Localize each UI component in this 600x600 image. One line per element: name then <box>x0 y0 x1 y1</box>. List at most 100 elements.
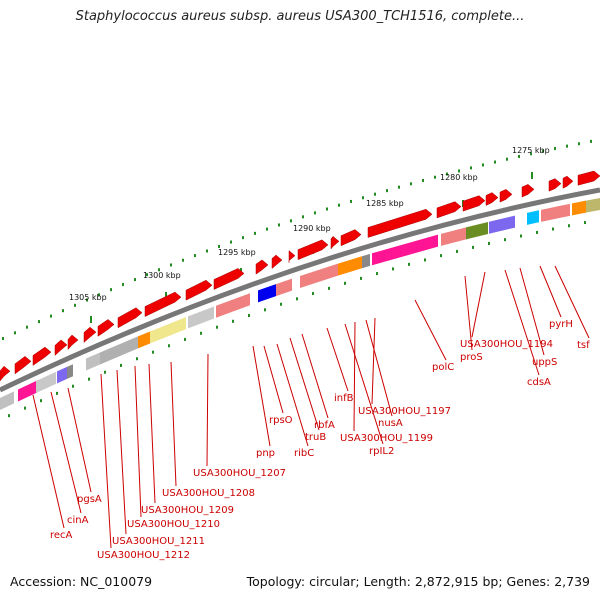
label-line <box>289 337 320 431</box>
tick-minor <box>518 154 520 158</box>
tick-minor <box>338 203 340 207</box>
gene-label: tsf <box>577 340 590 351</box>
tick-minor <box>440 254 442 258</box>
label-line <box>100 373 112 549</box>
tick-minor <box>456 249 458 253</box>
ruler-label: 1300 kbp <box>143 271 181 280</box>
tick-minor <box>554 147 556 151</box>
tick-minor <box>590 139 592 143</box>
gene-features <box>0 170 600 410</box>
tick-minor <box>542 149 544 153</box>
gene-arrow <box>32 346 52 366</box>
gene-block <box>489 215 515 234</box>
ruler-label: 1285 kbp <box>366 199 404 208</box>
tick-marks <box>2 139 592 418</box>
tick-minor <box>184 337 186 341</box>
tick-minor <box>360 276 362 280</box>
gene-label: rpsO <box>269 415 293 426</box>
tick-minor <box>434 175 436 179</box>
tick-minor <box>38 320 40 324</box>
gene-arrow <box>577 170 600 186</box>
gene-arrow <box>83 326 97 343</box>
gene-arrow <box>462 195 486 212</box>
gene-block <box>258 284 276 303</box>
gene-label: rbfA <box>314 420 335 431</box>
gene-arrow <box>54 339 68 356</box>
gene-block <box>466 221 488 240</box>
tick-minor <box>232 319 234 323</box>
label-line <box>50 391 82 514</box>
genome-stats: Topology: circular; Length: 2,872,915 bp… <box>246 574 590 589</box>
gene-label: USA300HOU_1209 <box>141 505 234 516</box>
tick-minor <box>194 254 196 258</box>
gene-label: USA300HOU_1211 <box>112 536 205 547</box>
tick-minor <box>134 278 136 282</box>
label-line <box>326 327 349 392</box>
gene-arrow <box>0 365 11 382</box>
tick-minor <box>578 142 580 146</box>
gene-block <box>276 278 292 297</box>
gene-block <box>216 293 250 318</box>
gene-label: USA300HOU_1197 <box>358 406 451 417</box>
tick-minor <box>86 298 88 302</box>
tick-minor <box>200 331 202 335</box>
tick-minor <box>376 272 378 276</box>
tick-minor <box>8 414 10 418</box>
gene-label: ribC <box>294 448 314 459</box>
genome-backbone <box>0 187 600 393</box>
tick-minor <box>296 297 298 301</box>
tick-minor <box>50 314 52 318</box>
gene-arrow <box>271 254 283 270</box>
gene-block <box>338 256 362 276</box>
tick-minor <box>392 267 394 271</box>
tick-minor <box>472 245 474 249</box>
tick-minor <box>24 406 26 410</box>
gene-block <box>300 263 338 288</box>
tick-major <box>90 316 92 323</box>
label-line <box>365 319 393 417</box>
tick-minor <box>326 207 328 211</box>
gene-arrow <box>521 184 535 198</box>
label-line <box>414 299 447 361</box>
gene-arrow <box>97 319 115 337</box>
gene-block <box>86 352 100 371</box>
gene-block <box>541 206 557 222</box>
tick-minor <box>568 224 570 228</box>
gene-arrow <box>255 259 269 275</box>
label-line <box>134 365 142 518</box>
ruler-label: 1305 kbp <box>69 293 107 302</box>
gene-block <box>138 331 150 349</box>
label-line <box>148 363 156 504</box>
tick-minor <box>506 157 508 161</box>
gene-arrow <box>117 307 143 329</box>
label-line <box>170 361 177 487</box>
tick-minor <box>312 292 314 296</box>
ruler-label: 1295 kbp <box>218 248 256 257</box>
gene-block <box>57 366 67 384</box>
tick-minor <box>230 240 232 244</box>
gene-label: polC <box>432 362 454 373</box>
gene-label: USA300HOU_1212 <box>97 550 190 561</box>
tick-minor <box>40 399 42 403</box>
gene-label: truB <box>305 432 326 443</box>
tick-minor <box>2 337 4 341</box>
gene-arrow <box>367 208 433 238</box>
tick-minor <box>206 249 208 253</box>
tick-minor <box>398 185 400 189</box>
gene-arrow <box>14 356 32 375</box>
gene-arrow <box>213 268 245 290</box>
tick-minor <box>566 144 568 148</box>
gene-arrow <box>436 201 462 219</box>
gene-block <box>572 200 586 216</box>
gene-block <box>67 364 73 379</box>
gene-label: USA300HOU_1208 <box>162 488 255 499</box>
tick-minor <box>170 263 172 267</box>
gene-arrow <box>562 175 574 189</box>
label-line <box>519 267 545 356</box>
gene-label: pyrH <box>549 319 573 330</box>
tick-minor <box>410 182 412 186</box>
tick-minor <box>488 241 490 245</box>
label-line <box>554 265 590 339</box>
gene-label: recA <box>50 530 73 541</box>
